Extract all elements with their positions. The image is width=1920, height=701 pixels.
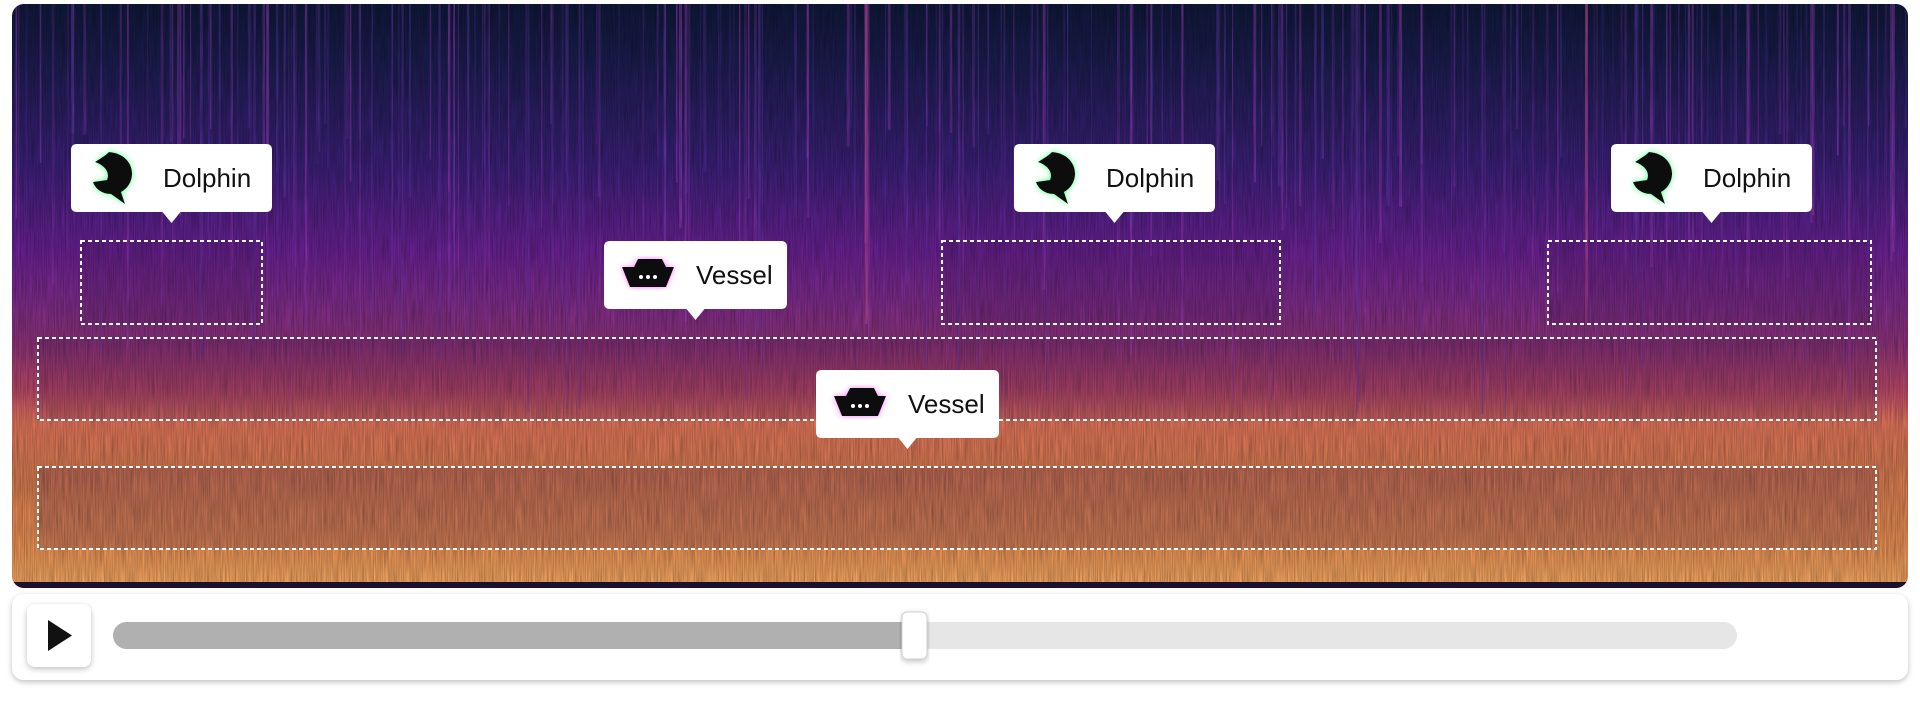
play-icon [48, 620, 72, 651]
dolphin-icon [93, 152, 133, 204]
spectrogram-edge [12, 582, 1908, 588]
seek-progress [113, 622, 915, 649]
annotation-label: Vessel [604, 241, 787, 320]
vessel-dot [865, 404, 869, 408]
label-text: Dolphin [1106, 163, 1194, 193]
vessel-dot [653, 275, 657, 279]
vessel-dot [639, 275, 643, 279]
vessel-icon [834, 388, 886, 416]
annotation-box [1547, 240, 1872, 325]
label-text: Dolphin [1703, 163, 1791, 193]
seek-thumb[interactable] [901, 611, 928, 660]
label-text: Dolphin [163, 163, 251, 193]
annotation-label: Dolphin [71, 144, 272, 223]
label-text: Vessel [696, 260, 773, 290]
annotation-label: Dolphin [1611, 144, 1812, 223]
annotation-label: Dolphin [1014, 144, 1215, 223]
annotation-boxes [37, 240, 1877, 550]
dolphin-icon [1036, 152, 1076, 204]
player-bar [12, 594, 1908, 680]
vessel-icon [622, 259, 674, 287]
dolphin-icon [1633, 152, 1673, 204]
annotation-labels: Dolphin Dolphin Dolphin Vessel Vessel [71, 144, 1812, 449]
annotation-label: Vessel [816, 370, 999, 449]
vessel-dot [646, 275, 650, 279]
spectrogram [12, 4, 1908, 588]
annotation-box [80, 240, 263, 325]
annotation-box [37, 466, 1877, 550]
vessel-dot [851, 404, 855, 408]
vessel-dot [858, 404, 862, 408]
noise [12, 4, 1908, 588]
label-text: Vessel [908, 389, 985, 419]
annotation-box [941, 240, 1281, 325]
